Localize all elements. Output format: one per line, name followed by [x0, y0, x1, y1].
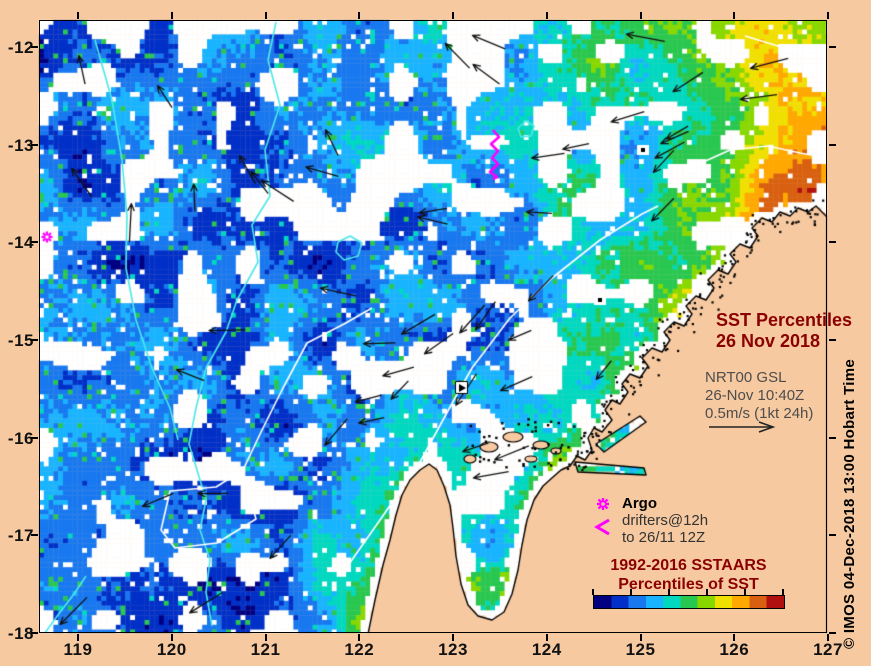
- colorbar-title-line1: 1992-2016 SSTAARS: [610, 557, 767, 574]
- x-tick-top: [77, 12, 79, 19]
- x-tick-top: [545, 12, 548, 19]
- x-tick-bottom: [545, 634, 548, 641]
- colorbar-tick: [630, 589, 632, 595]
- argo-line2: drifters@12h: [622, 512, 709, 529]
- current-scale-arrow-icon: [706, 419, 778, 438]
- y-tick-right: [829, 534, 836, 537]
- gsl-line2: 26-Nov 10:40Z: [705, 387, 805, 404]
- legend-symbols: [594, 496, 614, 543]
- x-tick-top: [170, 12, 173, 19]
- percentile-colorbar: [593, 595, 785, 609]
- y-tick-left: [31, 632, 38, 635]
- colorbar-tick: [668, 589, 670, 595]
- y-tick-right: [829, 241, 836, 244]
- gsl-line3: 0.5m/s (1kt 24h): [705, 405, 814, 422]
- x-tick-bottom: [264, 634, 267, 641]
- imos-credit: © IMOS 04-Dec-2018 13:00 Hobart Time: [841, 358, 858, 649]
- colorbar-tick: [782, 589, 784, 595]
- x-tick-top: [264, 12, 267, 19]
- colorbar-tick: [744, 589, 746, 595]
- x-tick-bottom: [827, 634, 829, 641]
- x-tick-top: [733, 12, 736, 19]
- y-tick-right: [829, 339, 836, 341]
- x-tick-top: [827, 12, 829, 19]
- title-line2: 26 Nov 2018: [716, 331, 821, 351]
- y-tick-left: [31, 46, 38, 48]
- y-tick-right: [829, 143, 836, 146]
- x-tick-bottom: [639, 634, 642, 641]
- x-tick-top: [639, 12, 642, 19]
- x-tick-bottom: [452, 634, 454, 641]
- argo-legend: Argo drifters@12h to 26/11 12Z: [622, 495, 708, 546]
- gsl-annotation: NRT00 GSL 26-Nov 10:40Z 0.5m/s (1kt 24h): [705, 369, 813, 423]
- x-tick-top: [452, 12, 454, 19]
- drifter-arrow-icon: [594, 518, 610, 536]
- y-tick-right: [829, 46, 836, 48]
- argo-line3: to 26/11 12Z: [622, 529, 706, 546]
- y-tick-left: [31, 339, 38, 341]
- y-tick-left: [31, 534, 38, 537]
- colorbar-title-line2: Percentiles of SST: [618, 576, 759, 593]
- y-tick-right: [829, 632, 836, 635]
- colorbar-title: 1992-2016 SSTAARS Percentiles of SST: [586, 556, 791, 594]
- y-tick-right: [829, 436, 836, 439]
- x-tick-bottom: [77, 634, 79, 641]
- argo-label: Argo: [622, 495, 657, 512]
- x-tick-bottom: [733, 634, 736, 641]
- y-tick-left: [31, 143, 38, 146]
- gsl-line1: NRT00 GSL: [705, 369, 787, 386]
- colorbar-tick: [706, 589, 708, 595]
- y-tick-left: [31, 241, 38, 244]
- x-tick-bottom: [170, 634, 173, 641]
- x-tick-bottom: [358, 634, 361, 641]
- y-tick-left: [31, 436, 38, 439]
- map-title: SST Percentiles 26 Nov 2018: [716, 310, 852, 352]
- title-line1: SST Percentiles: [716, 310, 853, 330]
- colorbar-tick: [592, 589, 594, 595]
- x-tick-top: [358, 12, 361, 19]
